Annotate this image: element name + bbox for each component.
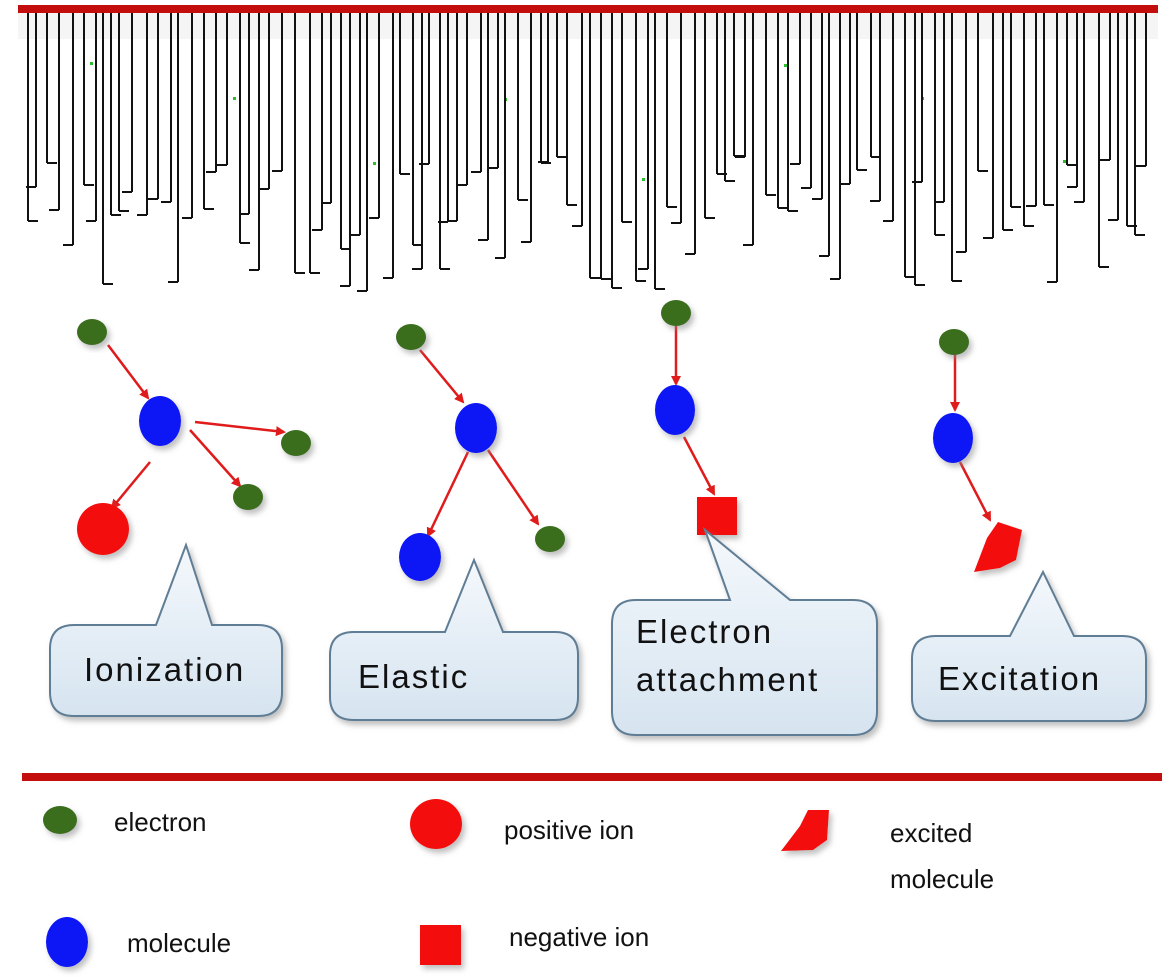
ionization-process: Ionization xyxy=(49,319,311,717)
track-green-dot xyxy=(642,178,645,181)
top-red-bar xyxy=(18,5,1158,13)
arrow xyxy=(486,449,540,526)
electron-icon xyxy=(281,430,311,456)
legend-label: positive ion xyxy=(504,815,634,845)
legend-item-negative-ion: negative ion xyxy=(420,922,649,965)
callout-bubble xyxy=(49,541,283,717)
arrow xyxy=(426,451,470,538)
arrow xyxy=(419,349,465,404)
molecule-icon xyxy=(933,413,973,463)
elastic-process: Elastic xyxy=(329,324,579,721)
track-green-dot xyxy=(373,162,376,165)
positive-ion-icon xyxy=(410,799,462,849)
legend-label: excited xyxy=(890,818,972,848)
excitation-process: Excitation xyxy=(911,329,1147,722)
track-green-dot xyxy=(1063,160,1066,163)
track-green-dot xyxy=(90,62,93,65)
arrow xyxy=(194,420,286,437)
callout-label: attachment xyxy=(636,661,819,698)
positive-ion-icon xyxy=(77,503,129,555)
negative-ion-icon xyxy=(420,925,461,965)
electron-icon xyxy=(939,329,969,355)
molecule-icon xyxy=(655,385,695,435)
legend-item-molecule: molecule xyxy=(46,917,231,967)
gas-column xyxy=(18,5,1158,292)
track-green-dot xyxy=(784,64,787,67)
arrow xyxy=(107,344,150,400)
molecule-icon xyxy=(455,403,497,453)
legend-label: electron xyxy=(114,807,207,837)
callout-label: Ionization xyxy=(84,651,245,688)
particle-tracks xyxy=(18,13,1158,292)
electron-icon xyxy=(535,526,565,552)
electron-icon xyxy=(233,484,263,510)
callout-bubble xyxy=(911,569,1147,722)
legend-label: negative ion xyxy=(509,922,649,952)
negative-ion-icon xyxy=(697,497,737,535)
callout-label: Elastic xyxy=(358,658,469,695)
legend-item-excited-molecule: excited molecule xyxy=(781,810,994,894)
legend-label: molecule xyxy=(127,928,231,958)
molecule-icon xyxy=(399,533,441,581)
arrow xyxy=(682,436,716,496)
callout-bubble xyxy=(611,526,878,736)
electron-icon xyxy=(43,806,77,834)
electron-attachment-process: Electron attachment xyxy=(611,300,878,736)
callout-label: Excitation xyxy=(938,660,1101,697)
legend-item-positive-ion: positive ion xyxy=(410,799,634,849)
callout-bubble xyxy=(329,557,579,721)
arrow xyxy=(189,429,242,488)
molecule-icon xyxy=(139,396,181,446)
electron-icon xyxy=(77,319,107,345)
arrow xyxy=(110,461,151,510)
legend-label: molecule xyxy=(890,864,994,894)
legend: electron positive ion excited molecule m… xyxy=(43,799,994,967)
legend-item-electron: electron xyxy=(43,806,207,837)
track-shadow-band xyxy=(18,13,1158,39)
excited-molecule-icon xyxy=(781,810,829,851)
arrow xyxy=(958,461,992,522)
excited-molecule-icon xyxy=(974,522,1022,572)
electron-icon xyxy=(661,300,691,326)
legend-divider xyxy=(22,773,1162,781)
molecule-icon xyxy=(46,917,88,967)
track-green-dot xyxy=(233,97,236,100)
callout-label: Electron xyxy=(636,613,773,650)
electron-icon xyxy=(396,324,426,350)
